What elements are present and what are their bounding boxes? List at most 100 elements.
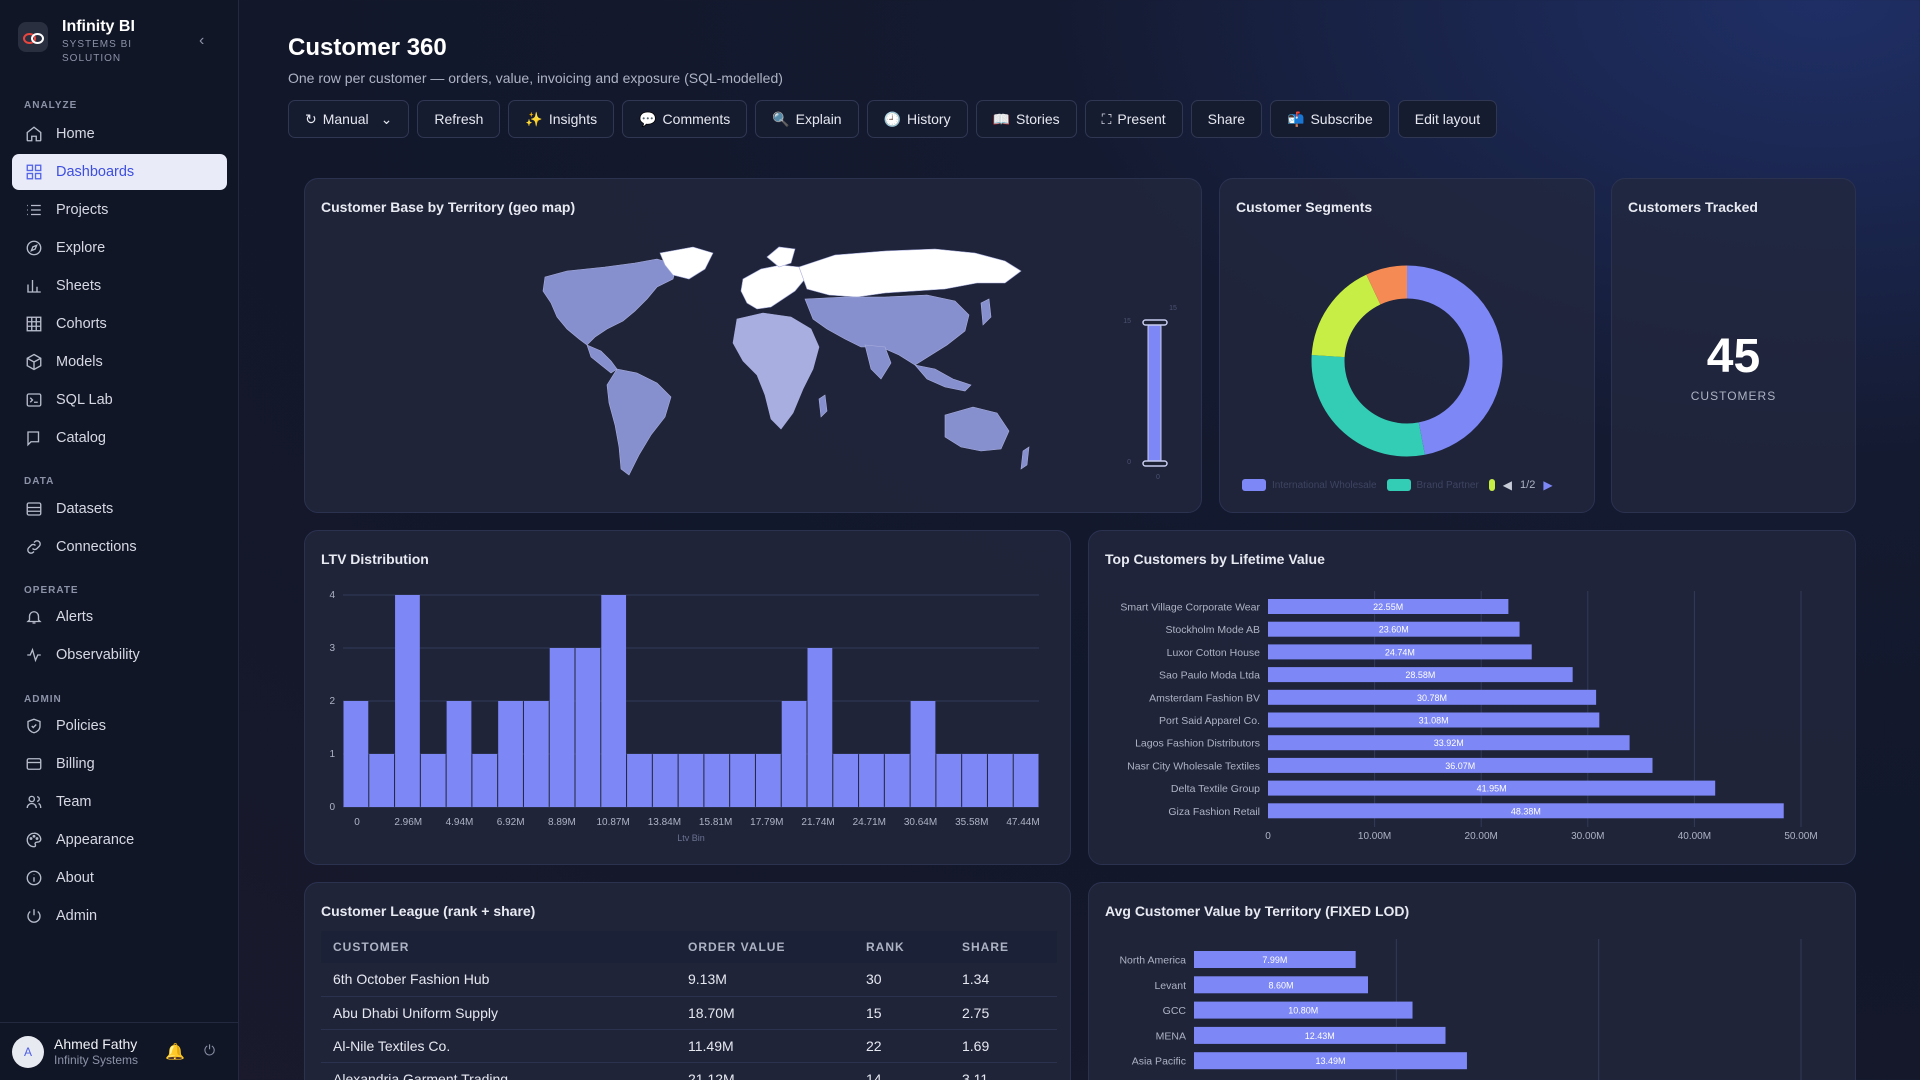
history-button[interactable]: 🕘 History bbox=[866, 100, 968, 138]
sidebar-item-datasets[interactable]: Datasets bbox=[12, 491, 227, 527]
bar-value-label: 8.60M bbox=[1268, 980, 1293, 990]
subscribe-button[interactable]: 📬 Subscribe bbox=[1270, 100, 1390, 138]
histogram-bar[interactable] bbox=[395, 595, 420, 807]
ltv-histogram[interactable]: 0 1 2 3 4 0 2.96M 4.94M 6.92M 8.89M 10.87M 13.84M 15… bbox=[305, 531, 1072, 866]
edit-layout-button[interactable]: Edit layout bbox=[1397, 100, 1498, 138]
bar[interactable] bbox=[1268, 689, 1597, 705]
column-header[interactable]: ORDER VALUE bbox=[676, 931, 854, 963]
histogram-bar[interactable] bbox=[755, 754, 781, 807]
sidebar-item-home[interactable]: Home bbox=[12, 116, 227, 152]
world-map[interactable]: 15 15 0 0 bbox=[305, 179, 1203, 514]
bar[interactable] bbox=[1268, 667, 1573, 683]
histogram-bar[interactable] bbox=[678, 754, 704, 807]
sidebar-item-billing[interactable]: Billing bbox=[12, 746, 227, 782]
histogram-bar[interactable] bbox=[601, 595, 627, 807]
sidebar-item-projects[interactable]: Projects bbox=[12, 192, 227, 228]
histogram-bar[interactable] bbox=[498, 701, 523, 807]
histogram-bar[interactable] bbox=[343, 701, 369, 807]
sidebar-item-about[interactable]: About bbox=[12, 860, 227, 896]
bar[interactable] bbox=[1194, 976, 1369, 994]
sidebar-item-policies[interactable]: Policies bbox=[12, 708, 227, 744]
table-row[interactable]: Alexandria Garment Trading 21.12M 14 3.11 bbox=[321, 1062, 1057, 1080]
insights-button[interactable]: ✨ Insights bbox=[508, 100, 615, 138]
donut-slice[interactable] bbox=[1311, 355, 1425, 457]
manual-button[interactable]: ↻ Manual ⌄ bbox=[288, 100, 410, 138]
histogram-bar[interactable] bbox=[807, 648, 833, 807]
histogram-bar[interactable] bbox=[420, 754, 446, 807]
refresh-button[interactable]: Refresh bbox=[417, 100, 501, 138]
present-button[interactable]: ⛶ Present bbox=[1084, 100, 1183, 138]
column-header[interactable]: RANK bbox=[854, 931, 950, 963]
histogram-bar[interactable] bbox=[369, 754, 395, 807]
sidebar-item-observability[interactable]: Observability bbox=[12, 637, 227, 673]
sidebar-item-team[interactable]: Team bbox=[12, 784, 227, 820]
legend-prev-icon[interactable]: ◀ bbox=[1502, 478, 1513, 492]
scale-handle-bottom[interactable] bbox=[1142, 460, 1168, 467]
sidebar-item-alerts[interactable]: Alerts bbox=[12, 599, 227, 635]
segments-donut-chart[interactable] bbox=[1220, 179, 1596, 514]
share-button[interactable]: Share bbox=[1190, 100, 1263, 138]
stories-button[interactable]: 📖 Stories bbox=[975, 100, 1077, 138]
sidebar-item-dashboards[interactable]: Dashboards bbox=[12, 154, 227, 190]
donut-slice[interactable] bbox=[1406, 265, 1503, 455]
table-cell: 9.13M bbox=[676, 963, 854, 997]
sidebar-item-cohorts[interactable]: Cohorts bbox=[12, 306, 227, 342]
sidebar-item-explore[interactable]: Explore bbox=[12, 230, 227, 266]
table-row[interactable]: Abu Dhabi Uniform Supply 18.70M 15 2.75 bbox=[321, 996, 1057, 1030]
explain-button[interactable]: 🔍 Explain bbox=[755, 100, 859, 138]
comments-button[interactable]: 💬 Comments bbox=[622, 100, 748, 138]
column-header[interactable]: SHARE bbox=[950, 931, 1057, 963]
avg-value-bar-chart[interactable]: North America 7.99M Levant 8.60M GCC 10.80M ME… bbox=[1089, 883, 1857, 1080]
top-customers-bar-chart[interactable]: Smart Village Corporate Wear 22.55M Stockh… bbox=[1089, 531, 1857, 866]
bar[interactable] bbox=[1268, 780, 1716, 796]
histogram-bar[interactable] bbox=[472, 754, 498, 807]
histogram-bar[interactable] bbox=[627, 754, 652, 807]
histogram-bar[interactable] bbox=[833, 754, 859, 807]
scale-handle-top[interactable] bbox=[1142, 319, 1168, 326]
notifications-bell-icon[interactable]: 🔔 bbox=[165, 1044, 185, 1061]
sidebar-item-sheets[interactable]: Sheets bbox=[12, 268, 227, 304]
histogram-bar[interactable] bbox=[936, 754, 962, 807]
bar[interactable] bbox=[1268, 735, 1630, 751]
histogram-bar[interactable] bbox=[987, 754, 1013, 807]
bar[interactable] bbox=[1268, 621, 1520, 637]
bar[interactable] bbox=[1194, 1052, 1467, 1070]
histogram-bar[interactable] bbox=[910, 701, 936, 807]
histogram-bar[interactable] bbox=[575, 648, 601, 807]
table-row[interactable]: Al-Nile Textiles Co. 11.49M 22 1.69 bbox=[321, 1029, 1057, 1063]
sidebar-item-connections[interactable]: Connections bbox=[12, 529, 227, 565]
collapse-sidebar-icon[interactable]: ‹ bbox=[199, 32, 205, 49]
sidebar-item-sql-lab[interactable]: SQL Lab bbox=[12, 382, 227, 418]
bar[interactable] bbox=[1194, 1001, 1413, 1019]
histogram-bar[interactable] bbox=[549, 648, 575, 807]
donut-slice[interactable] bbox=[1311, 274, 1381, 358]
legend-next-icon[interactable]: ▶ bbox=[1543, 478, 1553, 492]
bar[interactable] bbox=[1268, 599, 1509, 614]
histogram-bar[interactable] bbox=[523, 701, 549, 807]
histogram-bar[interactable] bbox=[781, 701, 807, 807]
donut-slice[interactable] bbox=[1366, 265, 1408, 305]
sidebar-item-catalog[interactable]: Catalog bbox=[12, 420, 227, 456]
histogram-bar[interactable] bbox=[1013, 754, 1039, 807]
bar[interactable] bbox=[1268, 712, 1600, 728]
bar[interactable] bbox=[1268, 644, 1532, 660]
bar[interactable] bbox=[1194, 1026, 1446, 1044]
histogram-bar[interactable] bbox=[859, 754, 884, 807]
sidebar-item-appearance[interactable]: Appearance bbox=[12, 822, 227, 858]
bar[interactable] bbox=[1268, 803, 1784, 819]
column-header[interactable]: CUSTOMER bbox=[321, 931, 676, 963]
bar[interactable] bbox=[1268, 757, 1653, 773]
avatar[interactable]: A bbox=[12, 1035, 44, 1068]
histogram-bar[interactable] bbox=[704, 754, 730, 807]
logout-power-icon[interactable]: ⏻ bbox=[204, 1042, 216, 1058]
histogram-bar[interactable] bbox=[446, 701, 472, 807]
sidebar-item-models[interactable]: Models bbox=[12, 344, 227, 380]
sidebar-item-admin[interactable]: Admin bbox=[12, 898, 227, 934]
bar[interactable] bbox=[1194, 951, 1356, 968]
histogram-bar[interactable] bbox=[652, 754, 678, 807]
histogram-bar[interactable] bbox=[730, 754, 755, 807]
histogram-bar[interactable] bbox=[962, 754, 987, 807]
table-row[interactable]: 6th October Fashion Hub 9.13M 30 1.34 bbox=[321, 963, 1057, 997]
brand[interactable]: Infinity BI SYSTEMS BI SOLUTION bbox=[18, 18, 142, 66]
histogram-bar[interactable] bbox=[884, 754, 910, 807]
